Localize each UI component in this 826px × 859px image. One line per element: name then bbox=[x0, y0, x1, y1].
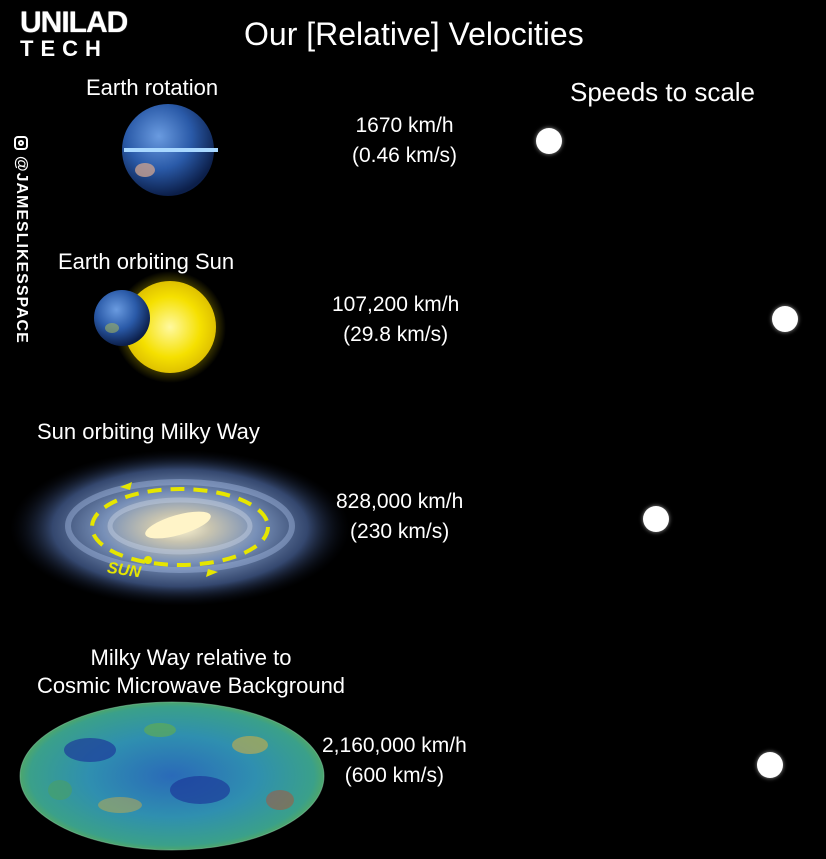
row-label-sun-orbiting-milky-way: Sun orbiting Milky Way bbox=[37, 419, 260, 444]
cmb-map-illustration bbox=[19, 701, 325, 851]
row-label-milky-way-relative-cmb: Milky Way relative to Cosmic Microwave B… bbox=[20, 644, 362, 700]
unilad-tech-logo: UNILAD TECH bbox=[20, 6, 128, 61]
speed-kmh: 1670 km/h bbox=[355, 114, 454, 137]
speed-readout-earth-orbiting-sun: 107,200 km/h (29.8 km/s) bbox=[332, 290, 459, 350]
speed-kms: (230 km/s) bbox=[350, 520, 450, 543]
row-label-earth-rotation: Earth rotation bbox=[86, 75, 219, 100]
speed-kmh: 107,200 km/h bbox=[332, 293, 460, 316]
earth-sun-illustration bbox=[94, 271, 226, 383]
logo-line-2: TECH bbox=[20, 36, 108, 61]
speed-kmh: 828,000 km/h bbox=[336, 490, 464, 513]
speed-readout-milky-way-relative-cmb: 2,160,000 km/h (600 km/s) bbox=[322, 731, 467, 791]
speed-kms: (600 km/s) bbox=[344, 764, 444, 787]
speed-marker-milky-way-relative-cmb bbox=[757, 752, 783, 778]
speed-kms: (29.8 km/s) bbox=[343, 323, 449, 346]
speeds-to-scale-label: Speeds to scale bbox=[570, 77, 756, 107]
earth-rotation-illustration bbox=[122, 104, 218, 196]
row-label-line-1: Milky Way relative to bbox=[90, 645, 292, 670]
speed-marker-earth-rotation bbox=[536, 128, 562, 154]
speed-readout-sun-orbiting-milky-way: 828,000 km/h (230 km/s) bbox=[336, 487, 463, 547]
page-title: Our [Relative] Velocities bbox=[244, 16, 584, 52]
row-label-line-2: Cosmic Microwave Background bbox=[36, 673, 346, 698]
logo-line-1: UNILAD bbox=[20, 6, 128, 39]
speed-kmh: 2,160,000 km/h bbox=[322, 734, 467, 757]
row-label-earth-orbiting-sun: Earth orbiting Sun bbox=[58, 249, 235, 274]
speed-marker-earth-orbiting-sun bbox=[772, 306, 798, 332]
speed-kms: (0.46 km/s) bbox=[352, 144, 458, 167]
milky-way-illustration bbox=[10, 450, 350, 606]
speed-readout-earth-rotation: 1670 km/h (0.46 km/s) bbox=[352, 111, 457, 171]
speed-marker-sun-orbiting-milky-way bbox=[643, 506, 669, 532]
